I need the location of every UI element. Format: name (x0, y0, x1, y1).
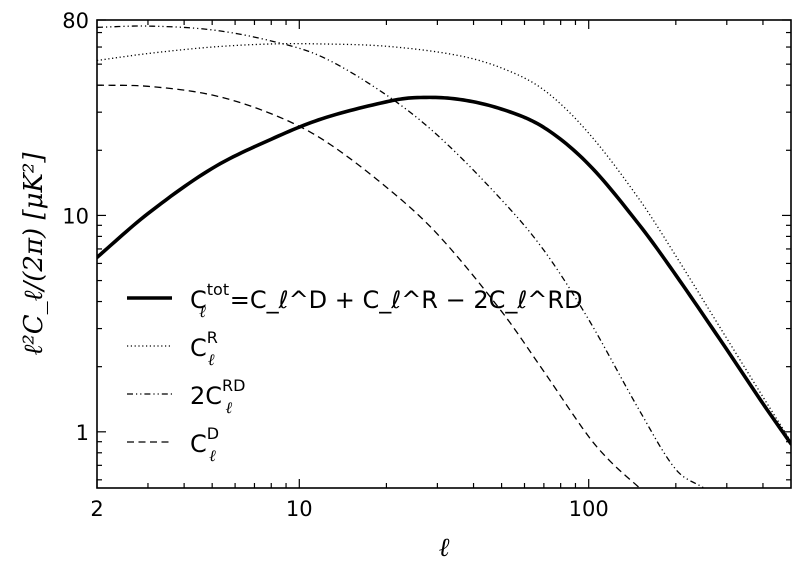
legend-label-tot: Ctot ℓ =C_ℓ^D + C_ℓ^R − 2C_ℓ^RD (190, 280, 583, 321)
ticks-layer: 2 10 100 1 10 80 (62, 9, 791, 521)
y-axis-label: ℓ²C_ℓ/(2π) [μK²] (19, 152, 49, 356)
series-line-D (97, 84, 641, 488)
y-tick-label: 1 (76, 421, 89, 445)
x-tick-label: 2 (90, 497, 103, 521)
x-tick-label: 10 (286, 497, 313, 521)
legend-label-D: CD ℓ (190, 424, 219, 465)
x-tick-label: 100 (569, 497, 609, 521)
x-axis-label: ℓ (439, 533, 450, 563)
legend-label-R: CR ℓ (190, 328, 218, 369)
series-layer (97, 25, 791, 488)
y-tick-label: 80 (62, 9, 89, 33)
series-line-R (97, 43, 791, 443)
y-tick-label: 10 (62, 204, 89, 228)
series-line-RD (97, 25, 705, 488)
legend: Ctot ℓ =C_ℓ^D + C_ℓ^R − 2C_ℓ^RD CR ℓ 2CRD ℓ CD ℓ (127, 280, 583, 465)
legend-label-RD: 2CRD ℓ (190, 376, 245, 417)
plot-frame (96, 19, 792, 489)
series-line-tot (97, 95, 791, 446)
